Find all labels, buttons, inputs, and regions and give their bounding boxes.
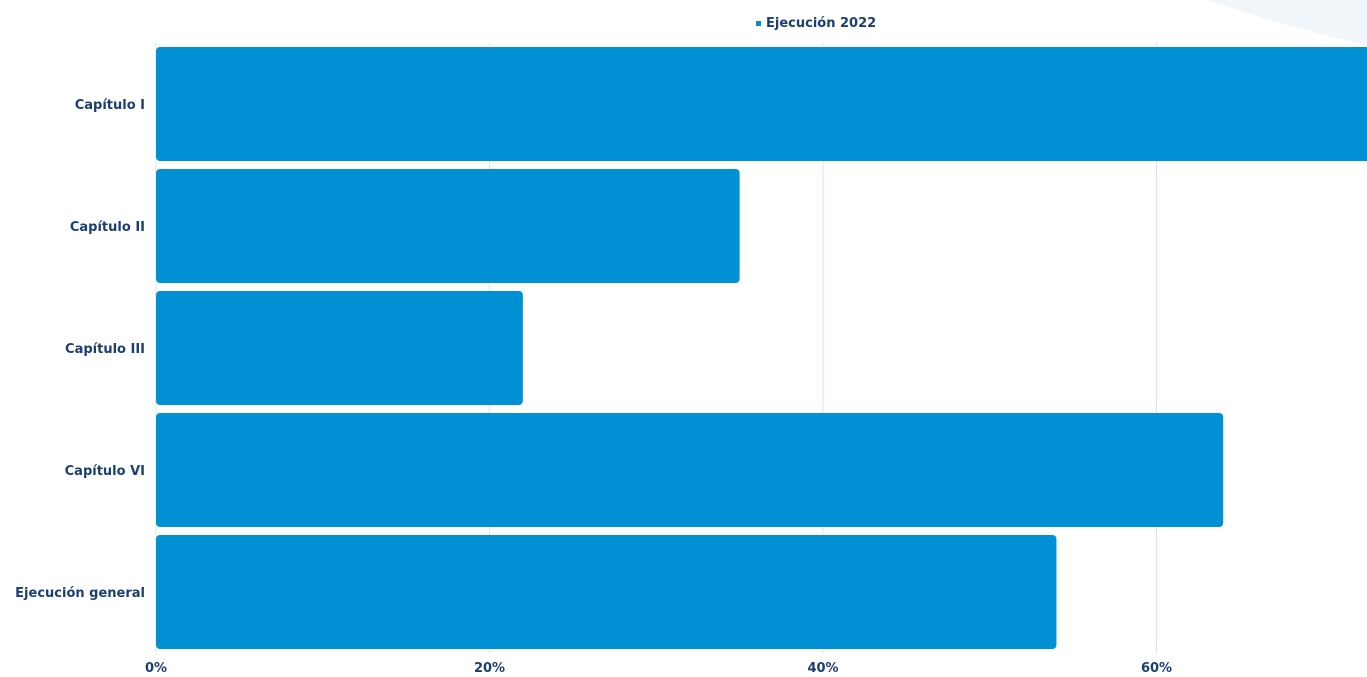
category-label: Capítulo III [65,342,145,357]
tick-label: 20% [474,661,505,676]
bar [156,169,740,283]
bars [156,47,1367,649]
bar [156,47,1367,161]
category-label: Capítulo I [75,98,145,113]
x-axis-ticks: 0% 20% 40% 60% [145,661,1172,676]
tick-label: 60% [1141,661,1172,676]
category-labels: Capítulo I Capítulo II Capítulo III Capítul… [15,98,145,601]
category-label: Capítulo II [70,220,145,235]
category-label: Capítulo VI [65,464,145,479]
bar [156,535,1056,649]
tick-label: 40% [807,661,838,676]
category-label: Ejecución general [15,586,145,601]
bar [156,413,1223,527]
bar [156,291,523,405]
tick-label: 0% [145,661,167,676]
